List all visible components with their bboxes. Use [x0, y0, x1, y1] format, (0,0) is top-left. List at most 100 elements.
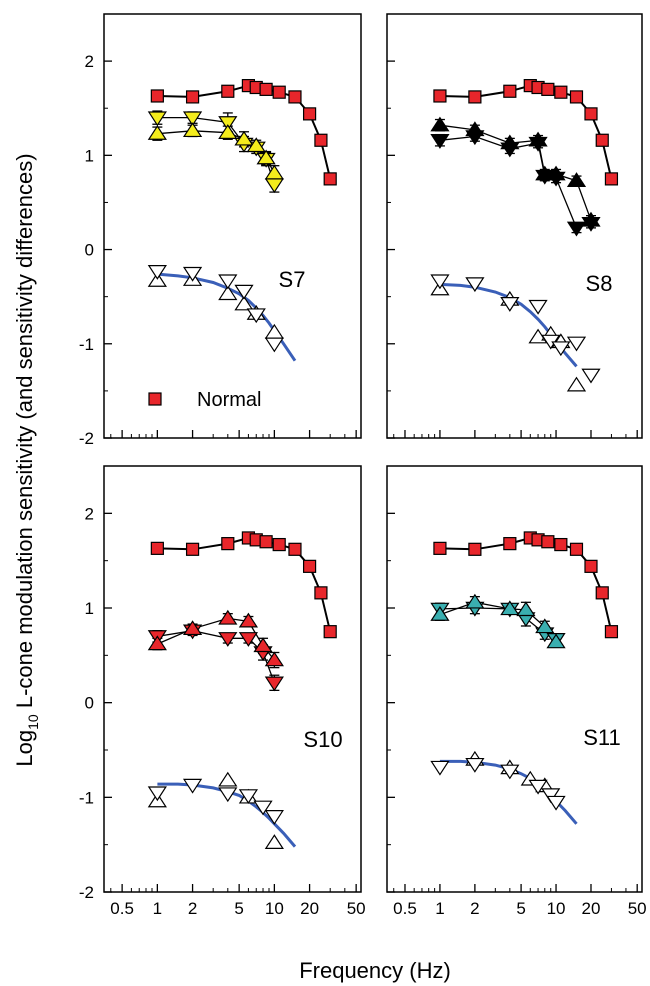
x-tick-label: 50: [628, 899, 647, 918]
difference-down-point: [465, 277, 485, 293]
y-tick-label: 2: [85, 52, 94, 71]
difference-up-point: [218, 771, 238, 787]
difference-down-point: [551, 341, 571, 357]
up-triangle-point: [465, 121, 485, 137]
normal-point: [221, 537, 235, 551]
normal-point: [569, 542, 584, 556]
up-triangle-point: [264, 651, 284, 667]
difference-down-point: [264, 337, 284, 353]
up-triangle-point: [528, 131, 548, 147]
difference-up-point: [218, 285, 238, 301]
up-triangle-point: [264, 164, 284, 180]
normal-point: [503, 537, 517, 551]
normal-point: [433, 89, 447, 103]
normal-point: [185, 90, 200, 104]
y-tick-label: -2: [79, 883, 94, 902]
up-triangle-point: [218, 124, 238, 139]
difference-up-point: [264, 323, 284, 339]
x-tick-label: 1: [435, 899, 444, 918]
up-triangle-point: [500, 600, 520, 616]
difference-down-point: [147, 265, 167, 280]
y-tick-label: -1: [79, 788, 94, 807]
y-tick-label: -2: [79, 429, 94, 448]
difference-down-point: [581, 368, 601, 384]
normal-point: [272, 537, 286, 552]
normal-point: [288, 542, 302, 556]
difference-down-point: [264, 810, 284, 825]
y-tick-label: 0: [85, 694, 94, 713]
y-axis-title: Log10 L-cone modulation sensitivity (and…: [12, 153, 41, 766]
normal-point: [541, 82, 555, 96]
normal-point: [314, 133, 328, 147]
y-tick-label: 1: [85, 599, 94, 618]
up-triangle-point: [182, 620, 203, 636]
difference-down-point: [500, 297, 520, 312]
normal-point: [150, 541, 164, 555]
y-tick-label: 0: [85, 241, 94, 260]
normal-point: [302, 559, 317, 573]
normal-point: [185, 542, 200, 556]
x-tick-label: 5: [516, 899, 525, 918]
normal-point: [150, 89, 164, 103]
up-triangle-point: [566, 172, 587, 187]
normal-point: [468, 90, 482, 104]
normal-point: [323, 625, 337, 639]
legend-label-normal: Normal: [197, 389, 261, 411]
difference-down-point: [182, 266, 203, 282]
panel-label-s7: S7: [279, 267, 306, 292]
panel-s11: 0.5 1 2 5 10 20 50 S11: [386, 465, 647, 918]
normal-point: [433, 541, 447, 555]
difference-up-point: [234, 295, 254, 311]
plot-frame: [386, 465, 643, 893]
plot-frame: [386, 13, 643, 439]
x-tick-label: 0.5: [110, 899, 134, 918]
normal-point: [604, 172, 619, 186]
up-triangle-point: [182, 122, 203, 138]
x-tick-label: 2: [470, 899, 479, 918]
normal-point: [595, 586, 609, 600]
up-triangle-point: [253, 637, 273, 653]
difference-down-point: [430, 274, 450, 290]
up-triangle-point: [430, 116, 450, 132]
down-triangle-point: [218, 632, 238, 647]
down-triangle-line: [439, 607, 557, 640]
legend-marker-normal: [148, 392, 162, 406]
up-triangle-point: [465, 593, 485, 609]
difference-down-point: [234, 284, 254, 300]
down-triangle-point: [218, 116, 238, 131]
down-triangle-point: [147, 111, 167, 127]
normal-point: [288, 90, 302, 104]
difference-down-point: [465, 757, 485, 773]
y-tick-label: -1: [79, 335, 94, 354]
up-triangle-point: [535, 618, 555, 634]
y-tick-label: 2: [85, 504, 94, 523]
difference-down-point: [430, 760, 450, 776]
difference-down-point: [147, 786, 167, 802]
difference-down-point: [218, 787, 238, 803]
normal-point: [503, 84, 517, 98]
difference-down-point: [528, 779, 548, 795]
difference-down-point: [541, 788, 561, 804]
normal-point: [554, 537, 568, 552]
normal-point: [272, 85, 286, 99]
x-tick-label: 10: [547, 899, 566, 918]
up-triangle-point: [256, 149, 276, 165]
normal-point: [259, 535, 273, 549]
panel-s7: -2 -1 0 1 2 S7 Normal: [79, 13, 362, 448]
y-axis-title-rest: L-cone modulation sensitivity (and sensi…: [12, 153, 37, 714]
x-tick-label: 0.5: [393, 899, 417, 918]
normal-point: [584, 559, 598, 573]
x-tick-label: 20: [300, 899, 319, 918]
up-triangle-line: [157, 617, 275, 661]
up-triangle-point: [246, 137, 266, 153]
normal-point: [604, 625, 619, 639]
x-tick-label: 20: [582, 899, 601, 918]
panel-label-s10: S10: [303, 727, 342, 752]
y-tick-label: 1: [85, 146, 94, 165]
x-tick-label: 1: [153, 899, 162, 918]
normal-point: [584, 107, 598, 121]
difference-down-point: [546, 795, 566, 811]
difference-down-point: [246, 308, 266, 324]
